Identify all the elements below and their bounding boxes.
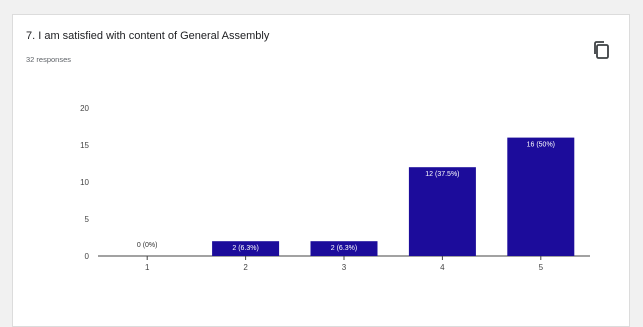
bar-label-3: 2 (6.3%) [331,245,357,252]
y-tick-label-4: 20 [80,104,89,113]
y-tick-label-0: 0 [85,252,90,261]
copy-chart-button[interactable] [592,40,610,60]
bar-label-5: 16 (50%) [527,142,555,149]
x-tick-label-1: 1 [145,263,150,272]
bar-3 [310,241,378,256]
bar-label-1: 0 (0%) [137,242,158,249]
y-tick-label-1: 5 [85,215,90,224]
copy-icon [594,41,609,59]
bar-5 [507,137,575,256]
bar-2 [212,241,280,256]
response-count: 32 responses [26,55,72,64]
x-tick-label-4: 4 [440,263,445,272]
x-tick-label-5: 5 [539,263,544,272]
y-tick-label-2: 10 [80,178,89,187]
question-title: 7. I am satisfied with content of Genera… [26,30,270,42]
bar-label-4: 12 (37.5%) [425,171,459,178]
x-tick-label-2: 2 [243,263,248,272]
y-tick-label-3: 15 [80,141,89,150]
x-tick-label-3: 3 [342,263,347,272]
bar-label-2: 2 (6.3%) [232,245,258,252]
bar-4 [408,167,476,256]
